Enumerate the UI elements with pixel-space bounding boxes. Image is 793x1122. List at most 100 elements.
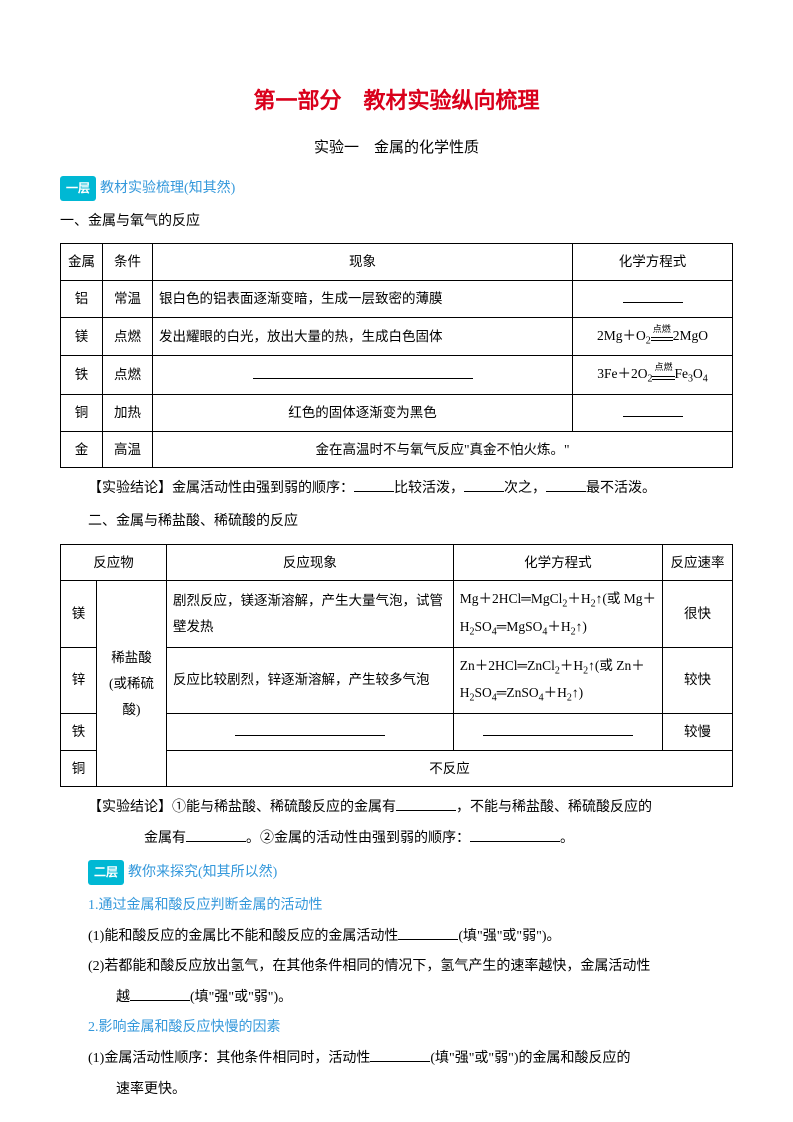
text: 。 [560,831,574,846]
conclusion1: 【实验结论】金属活动性由强到弱的顺序： 比较活泼， 次之， 最不活泼。 [60,476,733,503]
cell-equation [453,714,662,751]
cell-phenomenon [153,356,573,395]
cell-phenomenon: 发出耀眼的白光，放出大量的热，生成白色固体 [153,317,573,356]
cell-condition: 加热 [103,395,153,432]
table-metal-oxygen: 金属 条件 现象 化学方程式 铝 常温 银白色的铝表面逐渐变暗，生成一层致密的薄… [60,243,733,468]
text: (1)金属活动性顺序：其他条件相同时，活动性 [88,1051,370,1066]
text: 比较活泼， [394,481,464,496]
table-row: 镁 稀盐酸(或稀硫酸) 剧烈反应，镁逐渐溶解，产生大量气泡，试管壁发热 Mg＋2… [61,581,733,647]
text: 次之， [504,481,546,496]
th-reactant: 反应物 [61,544,167,581]
table-metal-acid: 反应物 反应现象 化学方程式 反应速率 镁 稀盐酸(或稀硫酸) 剧烈反应，镁逐渐… [60,544,733,788]
explore-2-1a: (1)金属活动性顺序：其他条件相同时，活动性 (填"强"或"弱")的金属和酸反应的 [88,1046,733,1073]
conclusion2-line1: 【实验结论】①能与稀盐酸、稀硫酸反应的金属有 ，不能与稀盐酸、稀硫酸反应的 [60,795,733,822]
cell-no-reaction: 不反应 [167,750,733,787]
fill-blank[interactable] [396,796,456,811]
th-equation: 化学方程式 [573,244,733,281]
cell-equation: Mg＋2HCl═MgCl2＋H2↑(或 Mg＋H2SO4═MgSO4＋H2↑) [453,581,662,647]
explore-2-1c: 速率更快。 [116,1077,733,1104]
th-phenomenon: 现象 [153,244,573,281]
cell-phenomenon: 银白色的铝表面逐渐变暗，生成一层致密的薄膜 [153,281,573,318]
table-row: 镁 点燃 发出耀眼的白光，放出大量的热，生成白色固体 2Mg＋O2点燃2MgO [61,317,733,356]
fill-blank[interactable] [370,1047,430,1062]
text: 越 [116,990,130,1005]
cell-metal: 铁 [61,714,97,751]
cell-equation: Zn＋2HCl═ZnCl2＋H2↑(或 Zn＋H2SO4═ZnSO4＋H2↑) [453,647,662,713]
table-row: 铝 常温 银白色的铝表面逐渐变暗，生成一层致密的薄膜 [61,281,733,318]
fill-blank[interactable] [464,477,504,492]
cell-equation [573,281,733,318]
cell-phenomenon: 剧烈反应，镁逐渐溶解，产生大量气泡，试管壁发热 [167,581,454,647]
fill-blank[interactable] [546,477,586,492]
cell-metal: 锌 [61,647,97,713]
conclusion2-line2: 金属有 。②金属的活动性由强到弱的顺序： 。 [60,826,733,853]
text: 。②金属的活动性由强到弱的顺序： [246,831,470,846]
cell-rate: 较慢 [663,714,733,751]
section1-heading: 一、金属与氧气的反应 [60,209,733,236]
table-row: 反应物 反应现象 化学方程式 反应速率 [61,544,733,581]
fill-blank[interactable] [470,826,560,841]
layer1-heading: 一层教材实验梳理(知其然) [60,176,733,203]
th-rate: 反应速率 [663,544,733,581]
fill-blank[interactable] [623,288,683,303]
th-condition: 条件 [103,244,153,281]
layer2-badge: 二层 [88,860,124,885]
text: 金属有 [144,831,186,846]
layer2-title-text: 教你来探究(知其所以然) [128,865,277,880]
text: (1)能和酸反应的金属比不能和酸反应的金属活动性 [88,929,398,944]
fill-blank[interactable] [130,985,190,1000]
th-phenomenon: 反应现象 [167,544,454,581]
fill-blank[interactable] [186,826,246,841]
fill-blank[interactable] [235,721,385,736]
table-row: 铜 加热 红色的固体逐渐变为黑色 [61,395,733,432]
cell-condition: 点燃 [103,317,153,356]
text: 【实验结论】金属活动性由强到弱的顺序： [88,481,354,496]
cell-metal: 镁 [61,317,103,356]
explore-item1-title: 1.通过金属和酸反应判断金属的活动性 [88,893,733,920]
cell-metal: 铝 [61,281,103,318]
layer1-badge: 一层 [60,176,96,201]
text: (填"强"或"弱")的金属和酸反应的 [430,1051,630,1066]
th-metal: 金属 [61,244,103,281]
section2-heading: 二、金属与稀盐酸、稀硫酸的反应 [60,509,733,536]
text: 最不活泼。 [586,481,656,496]
layer2-heading: 二层教你来探究(知其所以然) [88,860,733,887]
page-title: 第一部分 教材实验纵向梳理 [60,80,733,122]
cell-metal: 铜 [61,395,103,432]
cell-condition: 高温 [103,431,153,468]
cell-metal: 铁 [61,356,103,395]
fill-blank[interactable] [253,365,473,380]
cell-rate: 很快 [663,581,733,647]
cell-rate: 较快 [663,647,733,713]
explore-item2-title: 2.影响金属和酸反应快慢的因素 [88,1015,733,1042]
cell-condition: 常温 [103,281,153,318]
layer1-title-text: 教材实验梳理(知其然) [100,181,235,196]
cell-condition: 点燃 [103,356,153,395]
th-equation: 化学方程式 [453,544,662,581]
table-row: 金 高温 金在高温时不与氧气反应"真金不怕火炼。" [61,431,733,468]
cell-phenomenon: 反应比较剧烈，锌逐渐溶解，产生较多气泡 [167,647,454,713]
text: 【实验结论】①能与稀盐酸、稀硫酸反应的金属有 [88,800,396,815]
cell-phenomenon [167,714,454,751]
cell-equation [573,395,733,432]
cell-metal: 镁 [61,581,97,647]
explore-1-2b: 越 (填"强"或"弱")。 [116,985,733,1012]
text: ，不能与稀盐酸、稀硫酸反应的 [456,800,652,815]
text: (填"强"或"弱")。 [190,990,292,1005]
page-subtitle: 实验一 金属的化学性质 [60,134,733,163]
cell-metal: 铜 [61,750,97,787]
cell-phenomenon: 金在高温时不与氧气反应"真金不怕火炼。" [153,431,733,468]
explore-1-1: (1)能和酸反应的金属比不能和酸反应的金属活动性 (填"强"或"弱")。 [88,924,733,951]
fill-blank[interactable] [623,402,683,417]
table-row: 金属 条件 现象 化学方程式 [61,244,733,281]
text: (填"强"或"弱")。 [458,929,560,944]
table-row: 铁 点燃 3Fe＋2O2点燃Fe3O4 [61,356,733,395]
fill-blank[interactable] [354,477,394,492]
cell-metal: 金 [61,431,103,468]
cell-reagent: 稀盐酸(或稀硫酸) [97,581,167,787]
cell-equation: 3Fe＋2O2点燃Fe3O4 [573,356,733,395]
explore-1-2a: (2)若都能和酸反应放出氢气，在其他条件相同的情况下，氢气产生的速率越快，金属活… [88,954,733,981]
fill-blank[interactable] [483,721,633,736]
fill-blank[interactable] [398,924,458,939]
cell-equation: 2Mg＋O2点燃2MgO [573,317,733,356]
